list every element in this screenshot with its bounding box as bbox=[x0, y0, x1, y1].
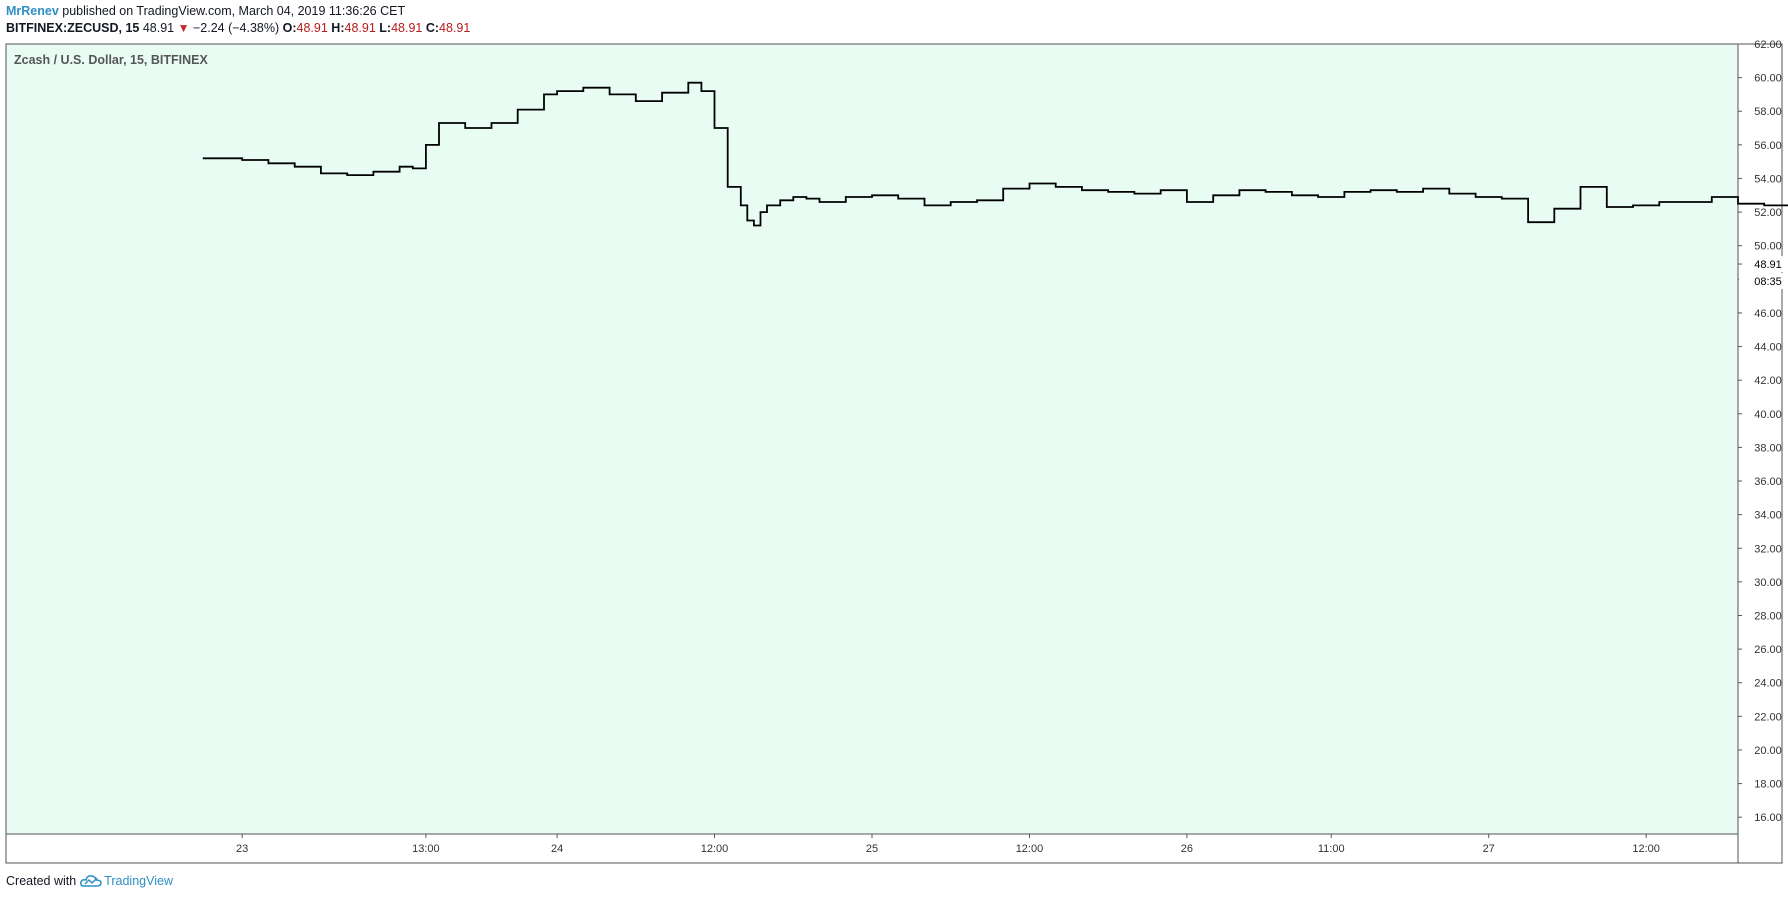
publish-info: MrRenev published on TradingView.com, Ma… bbox=[6, 4, 405, 18]
x-tick-label: 12:00 bbox=[701, 843, 729, 855]
symbol-label: BITFINEX:ZECUSD, 15 bbox=[6, 21, 140, 35]
x-tick-label: 13:00 bbox=[412, 843, 440, 855]
price-tags: 48.91 08:35 bbox=[1738, 256, 1785, 290]
countdown-box bbox=[1739, 273, 1785, 290]
tradingview-cloud-icon bbox=[80, 875, 102, 887]
price-tag-box bbox=[1739, 256, 1785, 273]
price-change: −2.24 (−4.38%) bbox=[192, 21, 280, 35]
y-tick-label: 22.00 bbox=[1754, 711, 1782, 723]
y-tick-label: 62.00 bbox=[1754, 39, 1782, 51]
y-tick-label: 24.00 bbox=[1754, 678, 1782, 690]
y-tick-label: 58.00 bbox=[1754, 106, 1782, 118]
last-price: 48.91 bbox=[142, 21, 175, 35]
tradingview-link[interactable]: TradingView bbox=[80, 874, 173, 888]
x-tick-label: 25 bbox=[866, 843, 878, 855]
high-label: H: bbox=[331, 21, 345, 35]
y-tick-label: 46.00 bbox=[1754, 308, 1782, 320]
series-line bbox=[202, 81, 1788, 227]
price-series bbox=[202, 81, 1788, 227]
price-axis[interactable]: 16.00 18.00 20.00 22.00 24.00 26.00 28.00 30.00… bbox=[1738, 39, 1782, 824]
close-label: C: bbox=[425, 21, 440, 35]
author-link[interactable]: MrRenev bbox=[6, 4, 59, 18]
y-tick-label: 26.00 bbox=[1754, 644, 1782, 656]
symbol-info: BITFINEX:ZECUSD, 15 48.91 ▼ −2.24 (−4.38… bbox=[6, 21, 470, 35]
down-arrow-icon: ▼ bbox=[177, 21, 190, 35]
y-tick-label: 42.00 bbox=[1754, 375, 1782, 387]
y-tick-label: 18.00 bbox=[1754, 779, 1782, 791]
y-tick-label: 30.00 bbox=[1754, 577, 1782, 589]
y-tick-label: 56.00 bbox=[1754, 140, 1782, 152]
x-tick-label: 27 bbox=[1483, 843, 1495, 855]
y-tick-label: 16.00 bbox=[1754, 812, 1782, 824]
open-label: O: bbox=[282, 21, 297, 35]
x-tick-label: 23 bbox=[236, 843, 248, 855]
x-tick-label: 12:00 bbox=[1632, 843, 1660, 855]
y-tick-label: 40.00 bbox=[1754, 409, 1782, 421]
countdown-label: 08:35 bbox=[1754, 276, 1782, 288]
footer: Created with TradingView bbox=[6, 874, 173, 888]
low-label: L: bbox=[379, 21, 392, 35]
close-value: 48.91 bbox=[439, 21, 471, 35]
y-tick-label: 34.00 bbox=[1754, 510, 1782, 522]
open-value: 48.91 bbox=[296, 21, 328, 35]
y-tick-label: 28.00 bbox=[1754, 610, 1782, 622]
x-tick-label: 24 bbox=[551, 843, 563, 855]
price-tag-label: 48.91 bbox=[1754, 259, 1782, 271]
y-tick-label: 32.00 bbox=[1754, 543, 1782, 555]
created-with-label: Created with bbox=[6, 874, 77, 888]
x-tick-label: 26 bbox=[1181, 843, 1193, 855]
x-tick-label: 11:00 bbox=[1318, 843, 1345, 855]
y-tick-label: 50.00 bbox=[1754, 241, 1782, 253]
x-tick-label: 12:00 bbox=[1016, 843, 1044, 855]
y-tick-label: 20.00 bbox=[1754, 745, 1782, 757]
y-tick-label: 54.00 bbox=[1754, 173, 1782, 185]
y-tick-label: 60.00 bbox=[1754, 73, 1782, 85]
y-tick-label: 36.00 bbox=[1754, 476, 1782, 488]
y-tick-label: 38.00 bbox=[1754, 442, 1782, 454]
low-value: 48.91 bbox=[391, 21, 423, 35]
y-tick-label: 52.00 bbox=[1754, 207, 1782, 219]
y-tick-label: 44.00 bbox=[1754, 342, 1782, 354]
published-text: published on TradingView.com, March 04, … bbox=[62, 4, 406, 18]
tradingview-brand: TradingView bbox=[104, 874, 173, 888]
plot-area[interactable] bbox=[6, 44, 1738, 834]
chart-title: Zcash / U.S. Dollar, 15, BITFINEX bbox=[14, 53, 208, 67]
time-axis[interactable]: 23 13:00 24 12:00 25 12:00 26 11:00 27 12:00 bbox=[236, 834, 1660, 855]
high-value: 48.91 bbox=[344, 21, 376, 35]
